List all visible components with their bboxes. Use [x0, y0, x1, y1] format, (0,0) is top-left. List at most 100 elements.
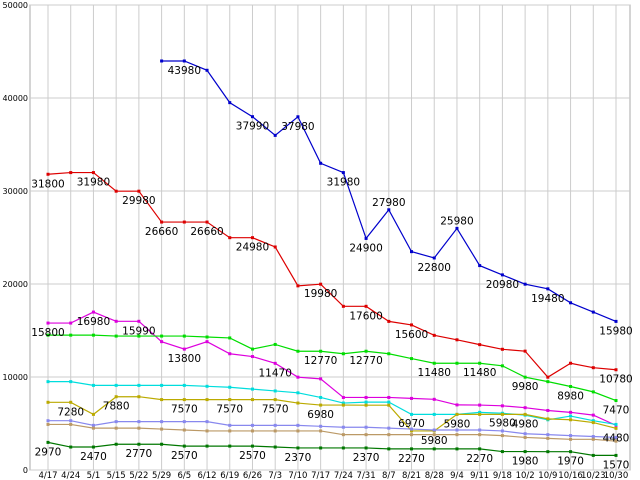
y-axis-ticks: 0 10000 20000 30000 40000 50000	[3, 1, 28, 475]
x-tick-label: 5/1	[87, 471, 101, 480]
x-tick-label: 7/24	[334, 471, 353, 480]
data-point	[478, 412, 482, 416]
data-point	[273, 389, 277, 393]
x-tick-label: 6/5	[177, 471, 191, 480]
series-group	[46, 59, 618, 457]
data-point	[137, 334, 141, 338]
data-point	[523, 406, 527, 410]
data-label: 12770	[304, 355, 337, 367]
x-tick-label: 5/22	[129, 471, 148, 480]
data-label: 17600	[349, 310, 382, 322]
x-tick-label: 10/30	[604, 471, 629, 480]
data-point	[432, 256, 436, 260]
data-point	[410, 250, 414, 254]
data-label: 29980	[122, 195, 155, 207]
data-point	[569, 434, 573, 438]
data-point	[387, 403, 391, 407]
data-point	[250, 398, 254, 402]
data-point	[250, 236, 254, 240]
y-tick-label: 20000	[3, 280, 28, 289]
series-line	[48, 334, 617, 402]
data-point	[319, 161, 323, 165]
data-label: 7570	[216, 404, 243, 416]
data-point	[569, 418, 573, 422]
x-tick-label: 6/12	[197, 471, 216, 480]
data-point	[319, 429, 323, 433]
data-point	[205, 335, 209, 339]
data-point	[182, 383, 186, 387]
data-point	[160, 340, 164, 344]
data-point	[364, 395, 368, 399]
x-tick-label: 5/15	[107, 471, 126, 480]
data-point	[569, 437, 573, 441]
data-point	[69, 419, 73, 423]
data-label: 2570	[239, 450, 266, 462]
data-point	[160, 334, 164, 338]
data-label: 5980	[489, 417, 516, 429]
data-point	[296, 349, 300, 353]
data-label: 19480	[531, 293, 564, 305]
data-label: 7470	[603, 405, 630, 417]
data-point	[273, 245, 277, 249]
data-point	[228, 336, 232, 340]
data-point	[500, 273, 504, 277]
data-label: 13800	[168, 353, 201, 365]
data-point	[546, 380, 550, 384]
data-point	[160, 442, 164, 446]
data-point	[296, 446, 300, 450]
data-point	[500, 434, 504, 438]
data-point	[273, 361, 277, 365]
data-point	[137, 420, 141, 424]
data-point	[182, 220, 186, 224]
data-point	[250, 423, 254, 427]
data-point	[296, 423, 300, 427]
data-point	[296, 375, 300, 379]
data-point	[591, 390, 595, 394]
x-tick-label: 8/21	[402, 471, 421, 480]
data-point	[478, 343, 482, 347]
data-point	[410, 396, 414, 400]
data-label: 26660	[145, 226, 178, 238]
data-point	[228, 429, 232, 433]
data-point	[114, 420, 118, 424]
series-line	[48, 396, 617, 432]
data-point	[387, 319, 391, 323]
data-point	[160, 59, 164, 63]
data-point	[205, 429, 209, 433]
data-label: 2370	[285, 452, 312, 464]
data-point	[591, 366, 595, 370]
data-point	[546, 287, 550, 291]
data-point	[46, 400, 50, 404]
data-label: 5980	[444, 418, 471, 430]
data-point	[273, 342, 277, 346]
data-point	[432, 428, 436, 432]
data-label: 16980	[77, 316, 110, 328]
data-label: 2270	[466, 453, 493, 465]
data-point	[478, 428, 482, 432]
data-point	[137, 395, 141, 399]
data-label: 4980	[512, 418, 539, 430]
data-label: 43980	[168, 65, 201, 77]
data-point	[182, 398, 186, 402]
data-point	[410, 433, 414, 437]
data-point	[296, 429, 300, 433]
data-point	[182, 334, 186, 338]
data-point	[205, 340, 209, 344]
data-point	[160, 398, 164, 402]
data-point	[296, 115, 300, 119]
data-point	[114, 442, 118, 446]
data-point	[455, 403, 459, 407]
data-point	[46, 321, 50, 325]
data-point	[523, 349, 527, 353]
data-label: 7880	[103, 401, 130, 413]
data-point	[432, 361, 436, 365]
series-line	[48, 420, 617, 439]
data-point	[114, 383, 118, 387]
data-label: 1970	[557, 456, 584, 468]
data-point	[523, 282, 527, 286]
data-point	[614, 319, 618, 323]
x-tick-label: 8/28	[425, 471, 444, 480]
data-labels: 43980 37990 37980 31980 24900 27980 22800 25980…	[31, 65, 632, 471]
data-point	[591, 413, 595, 417]
data-point	[319, 403, 323, 407]
